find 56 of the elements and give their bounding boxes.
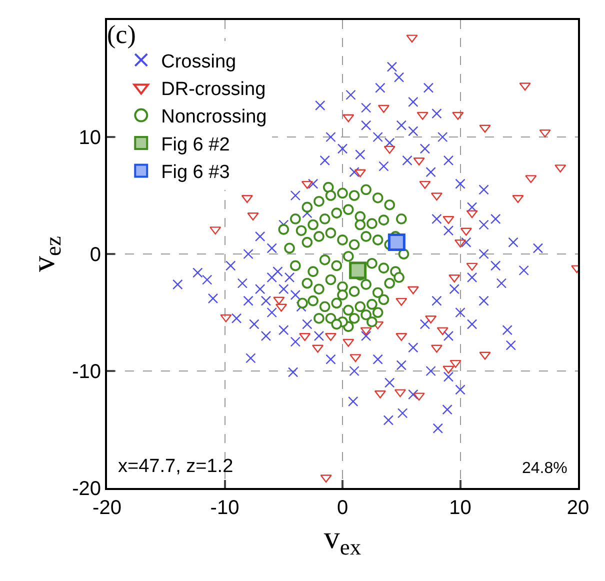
point xyxy=(388,234,406,252)
point xyxy=(479,124,491,133)
y-tick-label: 0 xyxy=(90,244,101,266)
annotation: x=47.7, z=1.2 xyxy=(118,456,234,477)
point xyxy=(406,34,418,43)
point xyxy=(442,366,454,374)
point xyxy=(354,169,366,178)
point xyxy=(416,112,428,120)
point xyxy=(220,314,232,322)
x-tick-label: -20 xyxy=(92,497,122,519)
point xyxy=(554,164,566,173)
x-tick-label: 0 xyxy=(336,497,348,519)
point xyxy=(396,298,408,306)
point xyxy=(241,194,253,203)
x-axis-title: v$_{ex}$ xyxy=(324,519,362,560)
point xyxy=(419,180,431,189)
point xyxy=(452,112,464,120)
legend-label: Fig 6 #2 xyxy=(161,134,230,156)
point xyxy=(342,338,354,347)
x-tick-label: -10 xyxy=(210,497,240,519)
point xyxy=(350,354,362,362)
point xyxy=(384,146,396,154)
point xyxy=(450,360,462,368)
point xyxy=(413,392,425,401)
annotation: 24.8% xyxy=(522,460,568,477)
x-tick-label: 10 xyxy=(449,497,472,519)
point xyxy=(349,262,367,280)
point xyxy=(320,474,332,483)
point xyxy=(460,228,472,236)
point xyxy=(273,296,285,305)
point xyxy=(539,129,551,138)
point xyxy=(436,327,448,336)
legend-label: Noncrossing xyxy=(161,106,267,128)
y-tick-label: -20 xyxy=(72,478,101,500)
point xyxy=(512,194,524,203)
point xyxy=(342,114,354,122)
point xyxy=(519,82,531,91)
legend-label: Crossing xyxy=(161,51,236,72)
point xyxy=(407,286,419,294)
point xyxy=(374,390,386,398)
point xyxy=(360,327,372,336)
point xyxy=(430,344,442,353)
point xyxy=(479,352,491,360)
point xyxy=(466,210,478,218)
point xyxy=(466,262,478,271)
legend-label: DR-crossing xyxy=(161,79,266,100)
point xyxy=(394,389,406,398)
annotation: (c) xyxy=(107,20,136,49)
y-tick-label: -10 xyxy=(72,361,101,383)
y-tick-label: 10 xyxy=(78,127,101,149)
x-tick-label: 20 xyxy=(566,497,590,519)
point xyxy=(430,192,442,201)
legend-label: Fig 6 #3 xyxy=(161,162,230,184)
point xyxy=(210,226,222,235)
point xyxy=(301,180,313,189)
point xyxy=(525,175,537,184)
